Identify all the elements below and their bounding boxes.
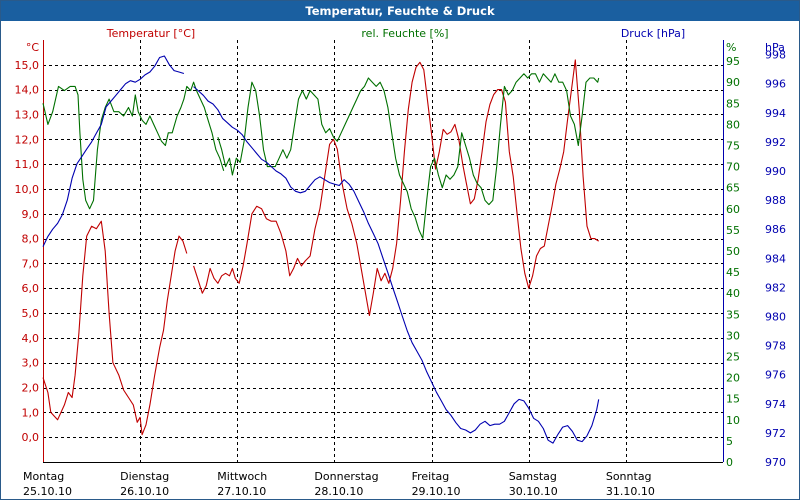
x-tick-day-label: Mittwoch [217,470,267,483]
temperature-tick-label: 9,0 [22,208,40,221]
temperature-tick-label: 5,0 [22,307,40,320]
humidity-tick-label: 55 [726,224,740,237]
humidity-series-line-1 [217,73,600,239]
x-tick-date-label: 27.10.10 [217,485,266,498]
humidity-tick-label: 0 [726,456,733,469]
temperature-tick-label: 3,0 [22,357,40,370]
humidity-tick-label: 85 [726,97,740,110]
pressure-tick-label: 996 [765,78,786,91]
temperature-series-title: Temperatur [°C] [106,27,195,40]
humidity-tick-label: 60 [726,203,740,216]
x-tick-date-label: 28.10.10 [314,485,363,498]
humidity-tick-label: 65 [726,182,740,195]
pressure-tick-label: 998 [765,49,786,62]
temperature-tick-label: 1,0 [22,406,40,419]
humidity-tick-label: 30 [726,329,740,342]
pressure-tick-label: 990 [765,165,786,178]
x-tick-date-label: 25.10.10 [23,485,72,498]
pressure-unit-label: hPa [765,41,785,54]
pressure-tick-label: 974 [765,398,786,411]
grid [43,40,723,462]
humidity-tick-label: 40 [726,287,740,300]
humidity-tick-label: 70 [726,161,740,174]
temperature-tick-label: 15,0 [15,59,40,72]
pressure-tick-label: 994 [765,107,786,120]
humidity-unit-label: % [726,41,736,54]
pressure-tick-label: 970 [765,456,786,469]
humidity-tick-label: 95 [726,55,740,68]
humidity-tick-label: 90 [726,76,740,89]
temperature-tick-label: 8,0 [22,233,40,246]
x-tick-date-label: 29.10.10 [412,485,461,498]
pressure-tick-label: 986 [765,223,786,236]
pressure-series-title: Druck [hPa] [621,27,685,40]
pressure-tick-label: 982 [765,281,786,294]
x-tick-date-label: 26.10.10 [120,485,169,498]
pressure-series-line-0 [42,55,185,247]
temperature-series-line-0 [42,220,188,436]
pressure-tick-label: 972 [765,427,786,440]
temperature-tick-label: 13,0 [15,108,40,121]
humidity-tick-label: 5 [726,435,733,448]
x-tick-day-label: Montag [23,470,64,483]
humidity-tick-label: 50 [726,245,740,258]
temperature-tick-label: 14,0 [15,84,40,97]
temperature-series-line-1 [193,59,599,317]
x-tick-day-label: Freitag [412,470,450,483]
humidity-tick-label: 80 [726,118,740,131]
humidity-series-line-0 [42,81,225,210]
pressure-tick-label: 978 [765,340,786,353]
temperature-unit-label: °C [26,41,40,54]
humidity-tick-label: 10 [726,414,740,427]
x-tick-date-label: 31.10.10 [606,485,655,498]
x-tick-day-label: Sonntag [606,470,652,483]
temperature-tick-label: 7,0 [22,257,40,270]
x-tick-date-label: 30.10.10 [509,485,558,498]
humidity-tick-label: 35 [726,308,740,321]
temperature-tick-label: 11,0 [15,158,40,171]
temperature-tick-label: 12,0 [15,133,40,146]
pressure-tick-label: 988 [765,194,786,207]
humidity-series-title: rel. Feuchte [%] [361,27,448,40]
humidity-tick-label: 45 [726,266,740,279]
temperature-tick-label: 10,0 [15,183,40,196]
pressure-series-line-1 [193,86,600,444]
pressure-tick-label: 976 [765,369,786,382]
x-tick-day-label: Dienstag [120,470,169,483]
humidity-tick-label: 25 [726,351,740,364]
temperature-tick-label: 0,0 [22,431,40,444]
pressure-tick-label: 992 [765,136,786,149]
pressure-tick-label: 984 [765,252,786,265]
window-title: Temperatur, Feuchte & Druck [1,1,799,21]
x-tick-day-label: Samstag [509,470,557,483]
pressure-tick-label: 980 [765,310,786,323]
humidity-tick-label: 75 [726,140,740,153]
temperature-tick-label: 4,0 [22,332,40,345]
x-tick-day-label: Donnerstag [314,470,378,483]
humidity-tick-label: 15 [726,393,740,406]
humidity-tick-label: 20 [726,372,740,385]
temperature-tick-label: 6,0 [22,282,40,295]
temperature-tick-label: 2,0 [22,382,40,395]
